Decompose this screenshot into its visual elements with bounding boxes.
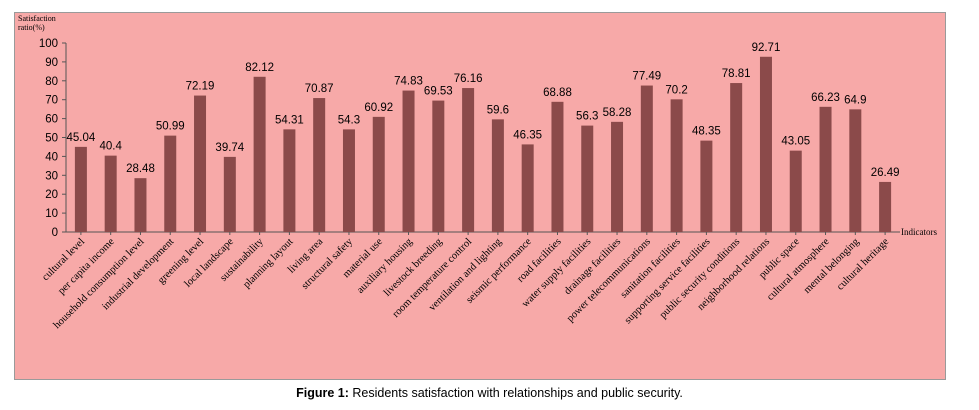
data-label: 78.81 (722, 68, 751, 80)
y-tick-label: 10 (45, 208, 58, 220)
y-tick-label: 70 (45, 95, 58, 107)
bar (849, 109, 862, 232)
figure-caption-label: Figure 1: (296, 386, 349, 400)
y-axis-label: ratio(%) (18, 23, 45, 32)
bar (283, 129, 296, 232)
data-label: 50.99 (156, 121, 185, 133)
bar (551, 101, 564, 232)
data-label: 82.12 (245, 62, 274, 74)
data-label: 54.31 (275, 114, 304, 126)
x-axis-label: Indicators (901, 227, 937, 237)
bar (759, 56, 772, 232)
data-label: 72.19 (186, 81, 215, 93)
data-label: 43.05 (781, 136, 810, 148)
y-tick-label: 0 (52, 227, 58, 239)
data-label: 28.48 (126, 163, 155, 175)
bar (670, 99, 683, 233)
data-label: 92.71 (752, 42, 781, 54)
bar (462, 88, 475, 232)
bar (194, 95, 207, 232)
y-axis-label: Satisfaction (18, 14, 56, 23)
bar (581, 125, 594, 232)
bar (879, 181, 892, 232)
data-label: 66.23 (811, 92, 840, 104)
figure-caption: Figure 1: Residents satisfaction with re… (0, 386, 979, 400)
bar (730, 83, 743, 232)
bar (521, 144, 534, 232)
data-label: 70.2 (665, 84, 687, 96)
data-label: 39.74 (215, 142, 244, 154)
data-label: 58.28 (603, 107, 632, 119)
data-label: 54.3 (338, 114, 360, 126)
figure-caption-text: Residents satisfaction with relationship… (352, 386, 683, 400)
bar (611, 121, 624, 232)
bar (640, 85, 653, 232)
data-label: 60.92 (364, 102, 393, 114)
bar (313, 98, 326, 233)
y-tick-label: 20 (45, 189, 58, 201)
data-label: 48.35 (692, 126, 721, 138)
data-label: 70.87 (305, 83, 334, 95)
y-tick-label: 40 (45, 151, 58, 163)
bar (164, 135, 177, 232)
bar (342, 129, 355, 232)
bar (253, 76, 266, 232)
y-tick-label: 80 (45, 76, 58, 88)
data-label: 76.16 (454, 73, 483, 85)
data-label: 68.88 (543, 87, 572, 99)
data-label: 64.9 (844, 94, 866, 106)
data-label: 26.49 (871, 167, 900, 179)
data-label: 74.83 (394, 76, 423, 88)
data-label: 69.53 (424, 86, 453, 98)
bar (134, 178, 147, 232)
bar (223, 156, 236, 232)
category-label: structural safety (300, 236, 356, 292)
bar (74, 146, 87, 232)
bar (432, 100, 445, 232)
y-tick-label: 100 (39, 38, 58, 50)
bar (700, 140, 713, 232)
y-tick-label: 60 (45, 114, 58, 126)
bar (491, 119, 504, 232)
data-label: 77.49 (632, 71, 661, 83)
data-label: 56.3 (576, 111, 598, 123)
y-tick-label: 30 (45, 170, 58, 182)
bar (402, 90, 415, 233)
bar (819, 106, 832, 232)
data-label: 45.04 (67, 132, 96, 144)
y-tick-label: 50 (45, 133, 58, 145)
y-tick-label: 90 (45, 57, 58, 69)
data-label: 59.6 (487, 104, 509, 116)
data-label: 46.35 (513, 129, 542, 141)
bar (789, 150, 802, 232)
bar (372, 116, 385, 232)
category-label: cultural heritage (835, 236, 891, 292)
data-label: 40.4 (99, 141, 122, 153)
bar (104, 155, 117, 232)
